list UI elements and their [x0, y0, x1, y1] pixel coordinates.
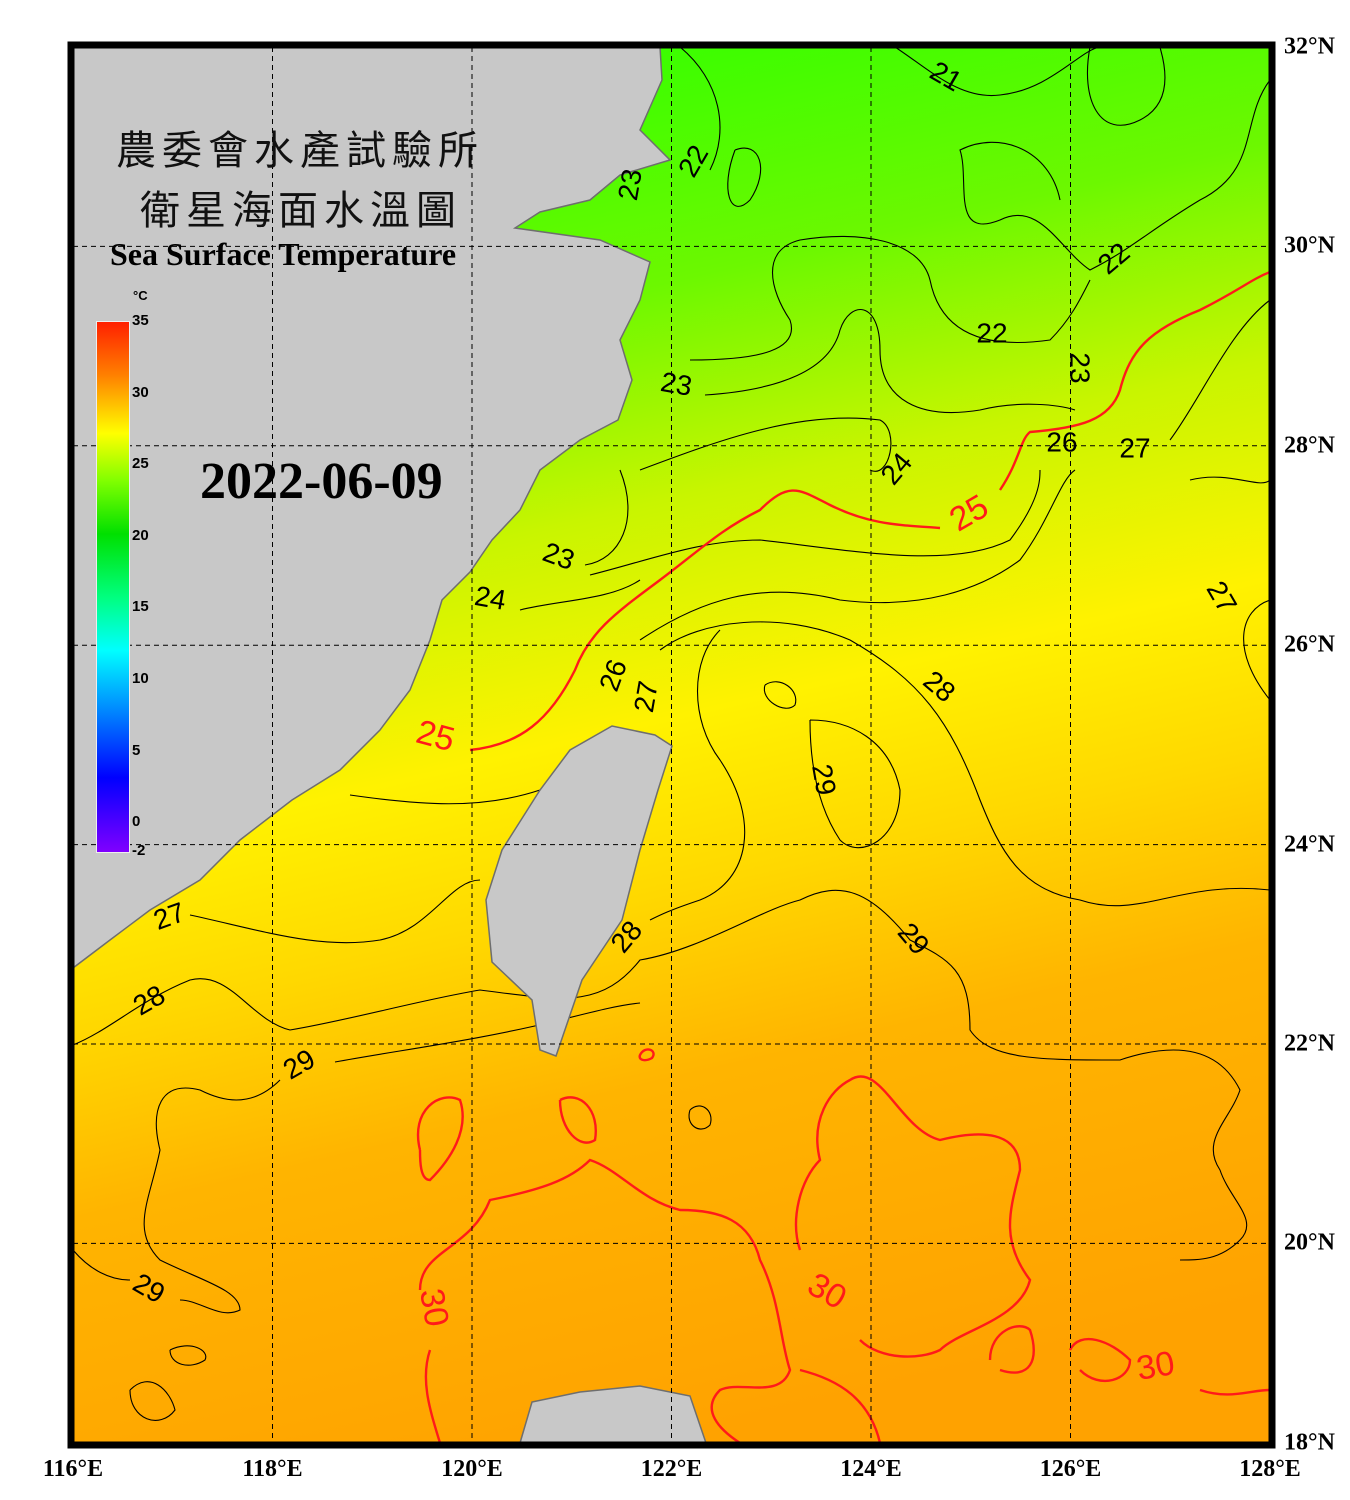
isotherm-line	[189, 879, 481, 944]
isotherm-label: 24	[472, 580, 508, 616]
isotherm-line	[169, 1345, 207, 1366]
isotherm-line	[129, 1381, 176, 1421]
isotherm-line	[809, 719, 901, 849]
isotherm-line	[894, 47, 1101, 97]
isotherm-label: 22	[976, 317, 1007, 348]
latitude-label: 30°N	[1284, 232, 1335, 259]
isotherm-line	[689, 235, 1091, 361]
colorbar-tick-label: 35	[132, 312, 149, 329]
land-taiwan	[485, 725, 673, 1057]
longitude-label: 116°E	[42, 1456, 104, 1482]
isotherm-line	[639, 469, 1076, 641]
isotherm-line	[727, 147, 762, 207]
isotherm-line-highlight	[558, 1096, 597, 1144]
isotherm-line	[649, 629, 746, 921]
isotherm-line	[1243, 599, 1270, 701]
colorbar-tick-label: 5	[132, 741, 141, 759]
isotherm-line	[334, 1002, 641, 1063]
isotherm-line-highlight	[469, 489, 941, 752]
colorbar-tick-label: 0	[132, 813, 141, 831]
isotherm-line	[73, 1249, 131, 1281]
isotherm-line	[763, 681, 797, 709]
isotherm-line	[679, 47, 721, 171]
isotherm-line-highlight	[424, 1349, 442, 1443]
isotherm-line	[143, 1079, 281, 1314]
latitude-label: 32°N	[1284, 33, 1335, 60]
isotherm-label: 23	[1065, 352, 1096, 383]
colorbar-tick-label: 25	[132, 455, 149, 473]
longitude-label: 126°E	[1039, 1456, 1102, 1482]
isotherm-label: 27	[628, 679, 664, 715]
isotherm-label: 26	[1046, 426, 1077, 457]
land-china	[73, 47, 672, 969]
title-product-en: Sea Surface Temperature	[110, 236, 457, 272]
isotherm-line	[1169, 299, 1270, 441]
isotherm-line	[1086, 47, 1166, 126]
colorbar-unit: °C	[133, 288, 148, 303]
isotherm-line	[349, 789, 541, 805]
isotherm-line	[959, 79, 1270, 271]
graticule	[73, 47, 1270, 1443]
isotherm-label: 23	[658, 366, 694, 402]
longitude-label: 122°E	[640, 1456, 703, 1482]
isotherm-line-highlight	[1068, 1337, 1132, 1382]
title-product-cn: 衛星海面水溫圖	[140, 188, 462, 234]
isotherm-label: 30	[1134, 1344, 1178, 1388]
longitude-label: 128°E	[1239, 1456, 1301, 1482]
colorbar	[96, 321, 130, 853]
isotherm-label: 29	[806, 762, 842, 798]
colorbar-tick-label: -2	[132, 842, 146, 859]
isotherm-label: 30	[412, 1286, 456, 1330]
land-luzon	[519, 1385, 707, 1443]
latitude-label: 18°N	[1284, 1429, 1335, 1456]
longitude-label: 120°E	[441, 1456, 503, 1482]
isotherm-line-highlight	[416, 1096, 464, 1182]
isotherm-line-highlight	[418, 1158, 792, 1443]
colorbar-tick-label: 15	[132, 598, 149, 616]
isotherm-line	[688, 1105, 712, 1130]
isotherm-line	[1189, 476, 1270, 484]
isotherm-line	[519, 579, 641, 611]
latitude-label: 26°N	[1284, 631, 1335, 658]
date-label: 2022-06-09	[200, 453, 443, 510]
isotherm-line-highlight	[799, 1368, 882, 1443]
isotherm-line-highlight	[988, 1325, 1035, 1374]
latitude-label: 24°N	[1284, 831, 1335, 858]
colorbar-tick-label: 20	[132, 526, 149, 544]
map-frame	[67, 41, 1276, 1449]
colorbar-tick-label: 10	[132, 670, 149, 688]
isotherm-label: 27	[1119, 432, 1150, 463]
isotherm-line	[73, 889, 1248, 1261]
isotherm-line	[584, 469, 629, 566]
latitude-label: 28°N	[1284, 432, 1335, 459]
isotherm-line-highlight	[999, 270, 1270, 491]
longitude-label: 118°E	[242, 1456, 303, 1482]
title-org: 農委會水產試驗所	[116, 128, 484, 174]
isotherm-line	[659, 621, 1270, 907]
isotherm-line	[704, 309, 1076, 414]
isotherm-line-highlight	[638, 1048, 655, 1062]
isotherm-line	[639, 417, 892, 472]
longitude-label: 124°E	[840, 1456, 902, 1482]
isotherm-line-highlight	[794, 1075, 1032, 1358]
isotherm-label: 23	[612, 167, 648, 203]
colorbar-tick-label: 30	[132, 383, 149, 401]
latitude-label: 22°N	[1284, 1030, 1335, 1057]
isotherm-line-highlight	[1199, 1388, 1270, 1396]
latitude-label: 20°N	[1284, 1229, 1335, 1256]
